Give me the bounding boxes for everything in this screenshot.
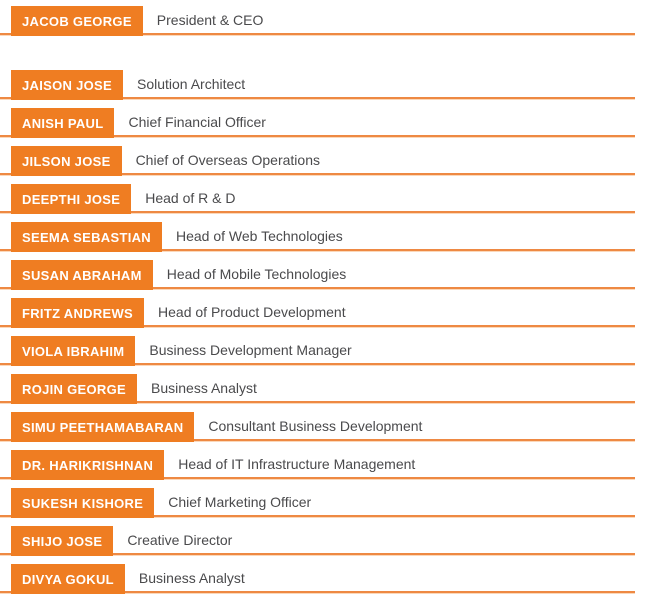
member-name-badge[interactable]: ROJIN GEORGE bbox=[11, 374, 138, 404]
member-name-badge[interactable]: JAISON JOSE bbox=[11, 70, 123, 100]
row-underline bbox=[0, 439, 635, 442]
row-underline bbox=[0, 33, 635, 36]
member-name-badge[interactable]: SUSAN ABRAHAM bbox=[11, 260, 153, 290]
member-name-badge[interactable]: SHIJO JOSE bbox=[11, 526, 114, 556]
member-title: Creative Director bbox=[127, 532, 233, 548]
member-name-badge[interactable]: SEEMA SEBASTIAN bbox=[11, 222, 162, 252]
member-name-badge[interactable]: FRITZ ANDREWS bbox=[11, 298, 145, 328]
row-underline bbox=[0, 135, 635, 138]
member-title: Head of Web Technologies bbox=[175, 228, 343, 244]
member-title: Head of R & D bbox=[145, 190, 236, 206]
team-member-row: SHIJO JOSE Creative Director bbox=[0, 526, 650, 556]
member-title: Business Analyst bbox=[151, 380, 257, 396]
team-member-row: JAISON JOSE Solution Architect bbox=[0, 70, 650, 100]
member-title: President & CEO bbox=[156, 12, 264, 28]
team-member-row: DEEPTHI JOSE Head of R & D bbox=[0, 184, 650, 214]
row-underline bbox=[0, 477, 635, 480]
member-name-badge[interactable]: VIOLA IBRAHIM bbox=[11, 336, 136, 366]
team-member-row: SIMU PEETHAMABARAN Consultant Business De… bbox=[0, 412, 650, 442]
team-member-row: VIOLA IBRAHIM Business Development Manage… bbox=[0, 336, 650, 366]
row-underline bbox=[0, 211, 635, 214]
member-title: Chief Marketing Officer bbox=[168, 494, 312, 510]
member-title: Head of IT Infrastructure Management bbox=[178, 456, 416, 472]
team-list: JACOB GEORGE President & CEO JAISON JOSE So… bbox=[0, 6, 650, 594]
team-member-row: SUSAN ABRAHAM Head of Mobile Technologies bbox=[0, 260, 650, 290]
row-underline bbox=[0, 287, 635, 290]
member-title: Business Development Manager bbox=[149, 342, 352, 358]
member-title: Consultant Business Development bbox=[208, 418, 423, 434]
member-name-badge[interactable]: JILSON JOSE bbox=[11, 146, 122, 176]
team-member-row: DIVYA GOKUL Business Analyst bbox=[0, 564, 650, 594]
member-title: Head of Product Development bbox=[158, 304, 346, 320]
member-name-badge[interactable]: ANISH PAUL bbox=[11, 108, 115, 138]
member-name-badge[interactable]: SIMU PEETHAMABARAN bbox=[11, 412, 195, 442]
team-member-row: ANISH PAUL Chief Financial Officer bbox=[0, 108, 650, 138]
team-member-row: JACOB GEORGE President & CEO bbox=[0, 6, 650, 36]
member-name-badge[interactable]: DR. HARIKRISHNAN bbox=[11, 450, 165, 480]
row-underline bbox=[0, 591, 635, 594]
member-title: Chief Financial Officer bbox=[128, 114, 266, 130]
team-member-row: SEEMA SEBASTIAN Head of Web Technologies bbox=[0, 222, 650, 252]
member-title: Chief of Overseas Operations bbox=[135, 152, 320, 168]
team-member-row: ROJIN GEORGE Business Analyst bbox=[0, 374, 650, 404]
member-title: Business Analyst bbox=[138, 570, 245, 586]
member-name-badge[interactable]: DIVYA GOKUL bbox=[11, 564, 125, 594]
team-member-row: FRITZ ANDREWS Head of Product Development bbox=[0, 298, 650, 328]
row-underline bbox=[0, 249, 635, 252]
team-member-row: JILSON JOSE Chief of Overseas Operations bbox=[0, 146, 650, 176]
row-underline bbox=[0, 97, 635, 100]
row-underline bbox=[0, 515, 635, 518]
member-name-badge[interactable]: SUKESH KISHORE bbox=[11, 488, 155, 518]
row-underline bbox=[0, 401, 635, 404]
row-underline bbox=[0, 363, 635, 366]
member-title: Solution Architect bbox=[137, 76, 246, 92]
row-underline bbox=[0, 325, 635, 328]
member-name-badge[interactable]: JACOB GEORGE bbox=[11, 6, 143, 36]
member-name-badge[interactable]: DEEPTHI JOSE bbox=[11, 184, 132, 214]
row-underline bbox=[0, 173, 635, 176]
team-member-row: DR. HARIKRISHNAN Head of IT Infrastructur… bbox=[0, 450, 650, 480]
row-underline bbox=[0, 553, 635, 556]
member-title: Head of Mobile Technologies bbox=[166, 266, 347, 282]
team-member-row: SUKESH KISHORE Chief Marketing Officer bbox=[0, 488, 650, 518]
